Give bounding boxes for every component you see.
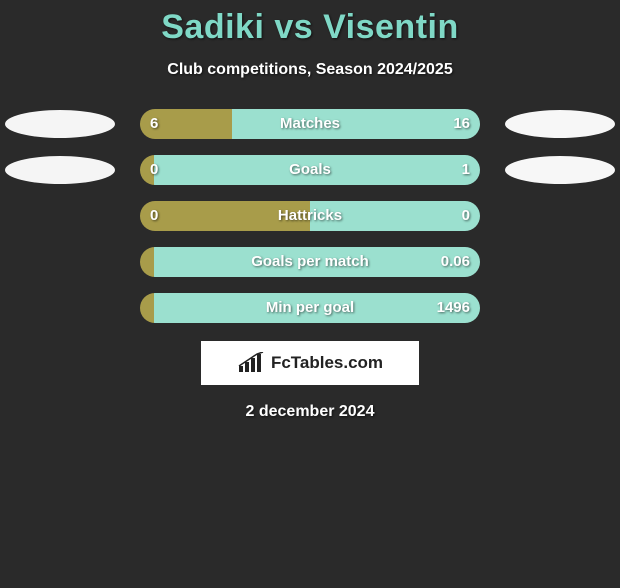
bars-icon [237, 352, 267, 374]
player-right-ellipse [505, 110, 615, 138]
stat-row: 616Matches [0, 109, 620, 139]
player-left-ellipse [5, 156, 115, 184]
stat-label: Hattricks [140, 201, 480, 231]
stat-row: 00Hattricks [0, 201, 620, 231]
date-line: 2 december 2024 [0, 403, 620, 421]
brand-inner: FcTables.com [237, 352, 383, 374]
player-right-ellipse [505, 156, 615, 184]
player-left-ellipse [5, 110, 115, 138]
page-subtitle: Club competitions, Season 2024/2025 [0, 61, 620, 79]
comparison-chart: 616Matches 01Goals 00Hattricks 0.06Goals pe… [0, 109, 620, 323]
stat-row: 1496Min per goal [0, 293, 620, 323]
stat-row: 01Goals [0, 155, 620, 185]
stat-label: Goals per match [140, 247, 480, 277]
brand-box: FcTables.com [201, 341, 419, 385]
brand-text: FcTables.com [271, 353, 383, 373]
stat-row: 0.06Goals per match [0, 247, 620, 277]
stat-label: Matches [140, 109, 480, 139]
stat-label: Min per goal [140, 293, 480, 323]
page-title: Sadiki vs Visentin [0, 8, 620, 47]
stat-label: Goals [140, 155, 480, 185]
